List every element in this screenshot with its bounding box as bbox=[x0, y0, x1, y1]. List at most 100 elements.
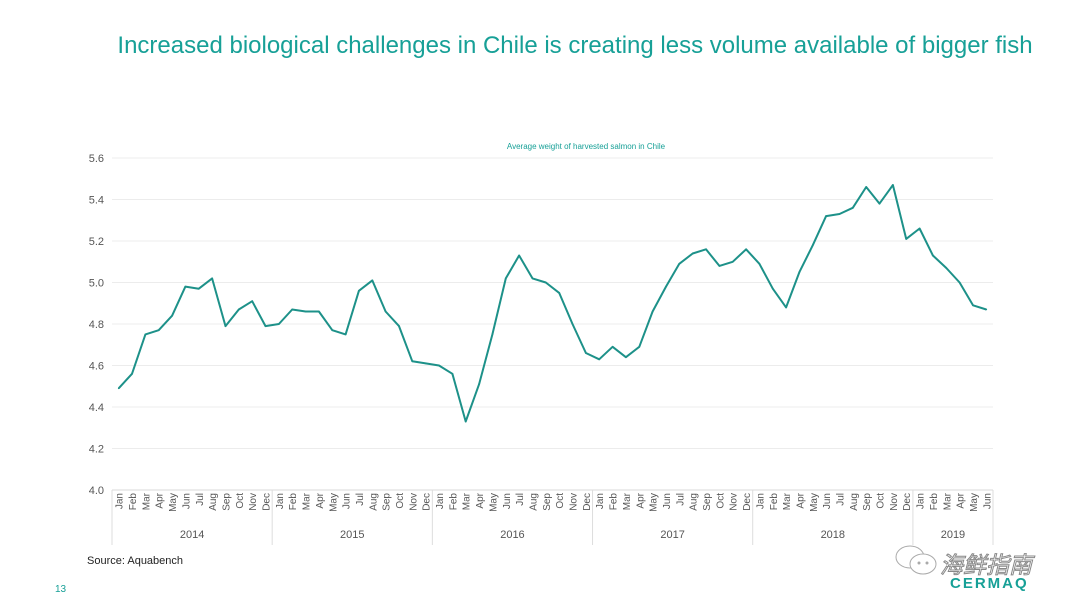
x-tick-label: May bbox=[969, 493, 980, 512]
year-label: 2016 bbox=[500, 529, 524, 541]
x-tick-label: Aug bbox=[208, 493, 219, 511]
data-point bbox=[264, 325, 267, 327]
data-point bbox=[878, 202, 881, 205]
data-point bbox=[785, 306, 787, 309]
data-point bbox=[157, 329, 160, 332]
x-tick-label: Feb bbox=[448, 493, 459, 511]
x-tick-label: Jul bbox=[675, 493, 686, 506]
x-tick-label: Dec bbox=[582, 493, 593, 511]
x-tick-label: Jul bbox=[515, 493, 526, 506]
data-point bbox=[504, 277, 507, 280]
data-point bbox=[238, 308, 240, 311]
x-tick-label: May bbox=[649, 493, 660, 512]
year-label: 2017 bbox=[660, 529, 684, 541]
y-tick-label: 5.0 bbox=[89, 278, 104, 290]
data-point bbox=[771, 287, 774, 290]
x-tick-label: Nov bbox=[729, 493, 740, 511]
x-tick-label: Sep bbox=[221, 493, 232, 511]
x-tick-label: Jun bbox=[502, 493, 513, 509]
x-tick-label: Aug bbox=[849, 493, 860, 511]
data-point bbox=[131, 373, 133, 375]
data-point bbox=[184, 285, 187, 288]
data-point bbox=[651, 310, 654, 313]
cermaq-logo: CERMAQ bbox=[950, 575, 1029, 592]
x-tick-label: Sep bbox=[382, 493, 393, 511]
data-point bbox=[665, 285, 667, 288]
data-point bbox=[985, 308, 988, 311]
x-tick-label: Sep bbox=[862, 493, 873, 511]
x-tick-label: Jan bbox=[435, 493, 446, 509]
x-tick-label: Aug bbox=[528, 493, 539, 511]
data-point bbox=[464, 420, 467, 423]
data-point bbox=[318, 310, 320, 313]
data-point bbox=[545, 281, 547, 284]
x-tick-label: Jun bbox=[342, 493, 353, 509]
x-tick-label: Nov bbox=[569, 493, 580, 511]
x-tick-label: Dec bbox=[902, 493, 913, 511]
data-point bbox=[558, 292, 560, 294]
data-point bbox=[798, 271, 801, 273]
data-point bbox=[691, 252, 694, 255]
x-tick-label: Jul bbox=[195, 493, 206, 506]
data-point bbox=[144, 333, 147, 336]
x-tick-label: May bbox=[488, 493, 499, 512]
x-tick-label: Jul bbox=[355, 493, 366, 506]
data-point bbox=[718, 265, 721, 267]
x-tick-label: Nov bbox=[408, 493, 419, 511]
x-tick-label: Oct bbox=[715, 493, 726, 509]
data-point bbox=[958, 281, 961, 284]
data-point bbox=[932, 254, 934, 257]
year-label: 2019 bbox=[941, 529, 965, 541]
x-tick-label: Aug bbox=[689, 493, 700, 511]
slide-title: Increased biological challenges in Chile… bbox=[117, 32, 1033, 59]
x-tick-label: Oct bbox=[395, 493, 406, 509]
data-point bbox=[625, 356, 627, 359]
y-tick-label: 5.2 bbox=[89, 236, 104, 248]
data-point bbox=[758, 263, 761, 265]
data-point bbox=[731, 260, 734, 263]
data-point bbox=[344, 333, 347, 336]
data-point bbox=[478, 383, 480, 385]
data-point bbox=[384, 310, 387, 313]
data-point bbox=[531, 277, 534, 280]
x-tick-label: Jan bbox=[595, 493, 606, 509]
data-point bbox=[638, 346, 641, 348]
x-tick-label: Jan bbox=[755, 493, 766, 509]
data-point bbox=[331, 329, 334, 332]
x-tick-label: Feb bbox=[609, 493, 620, 511]
data-point bbox=[598, 358, 601, 361]
x-tick-label: May bbox=[168, 493, 179, 512]
data-point bbox=[224, 325, 227, 327]
data-point bbox=[117, 387, 120, 390]
x-tick-label: Dec bbox=[422, 493, 433, 511]
data-point bbox=[852, 207, 854, 209]
data-point bbox=[304, 310, 307, 313]
x-tick-label: Apr bbox=[475, 492, 486, 508]
x-tick-label: Mar bbox=[622, 492, 633, 510]
data-point bbox=[451, 373, 454, 375]
x-tick-label: Jun bbox=[822, 493, 833, 509]
page-number: 13 bbox=[55, 584, 67, 595]
x-tick-label: May bbox=[328, 493, 339, 512]
data-point bbox=[278, 323, 280, 325]
data-point bbox=[972, 304, 974, 307]
x-tick-label: May bbox=[809, 493, 820, 512]
data-point bbox=[825, 215, 827, 217]
x-tick-label: Aug bbox=[368, 493, 379, 511]
x-tick-label: Apr bbox=[956, 492, 967, 508]
series-line bbox=[117, 184, 987, 423]
x-tick-label: Dec bbox=[262, 493, 273, 511]
y-tick-label: 5.6 bbox=[89, 153, 104, 165]
y-tick-label: 5.4 bbox=[89, 195, 104, 207]
data-point bbox=[251, 300, 253, 302]
x-tick-label: Mar bbox=[302, 492, 313, 510]
wechat-icon bbox=[895, 545, 937, 575]
data-point bbox=[945, 267, 948, 269]
data-point bbox=[491, 333, 494, 336]
data-point bbox=[438, 364, 440, 367]
data-point bbox=[678, 263, 681, 265]
x-tick-label: Mar bbox=[782, 492, 793, 510]
x-tick-label: Feb bbox=[929, 493, 940, 511]
data-point bbox=[585, 352, 587, 354]
